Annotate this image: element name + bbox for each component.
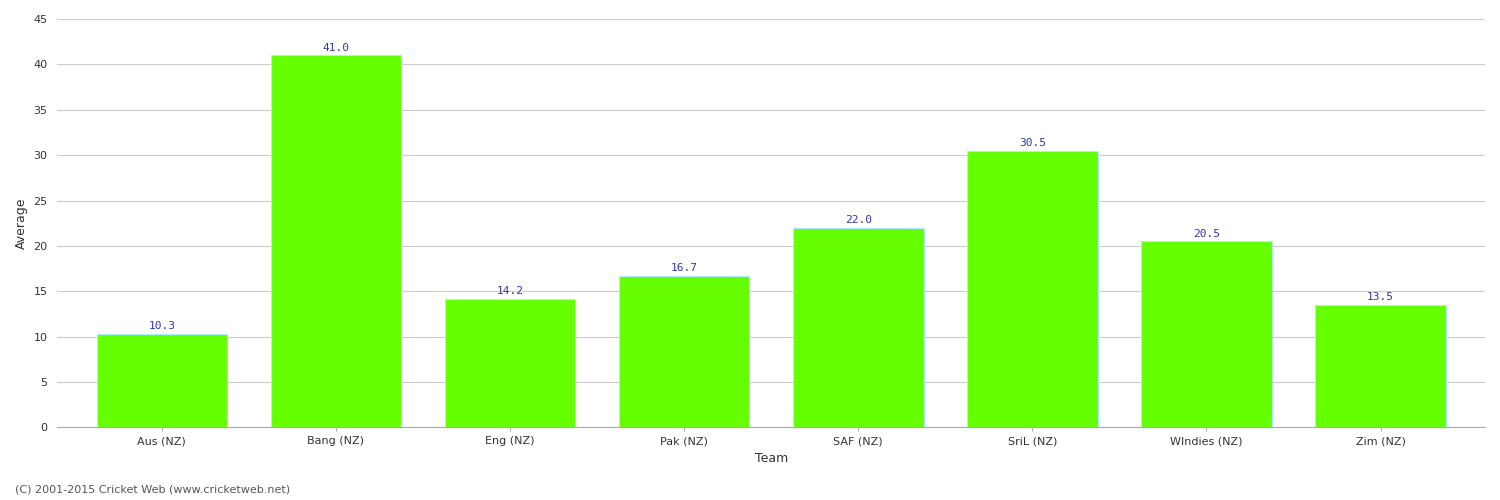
Text: 22.0: 22.0 — [844, 215, 871, 225]
Bar — [620, 276, 750, 428]
Bar — [96, 334, 226, 428]
Bar — [1142, 242, 1272, 428]
Text: (C) 2001-2015 Cricket Web (www.cricketweb.net): (C) 2001-2015 Cricket Web (www.cricketwe… — [15, 485, 290, 495]
Bar — [1316, 305, 1446, 428]
Text: 41.0: 41.0 — [322, 42, 350, 52]
Text: 10.3: 10.3 — [148, 321, 176, 331]
Text: 14.2: 14.2 — [496, 286, 523, 296]
Text: 20.5: 20.5 — [1192, 228, 1219, 238]
Y-axis label: Average: Average — [15, 198, 28, 249]
Bar — [794, 228, 924, 428]
Text: 13.5: 13.5 — [1366, 292, 1394, 302]
Text: 16.7: 16.7 — [670, 263, 698, 273]
Bar — [270, 56, 400, 428]
Bar — [446, 298, 576, 428]
Bar — [968, 150, 1098, 428]
Text: 30.5: 30.5 — [1019, 138, 1046, 148]
X-axis label: Team: Team — [754, 452, 788, 465]
